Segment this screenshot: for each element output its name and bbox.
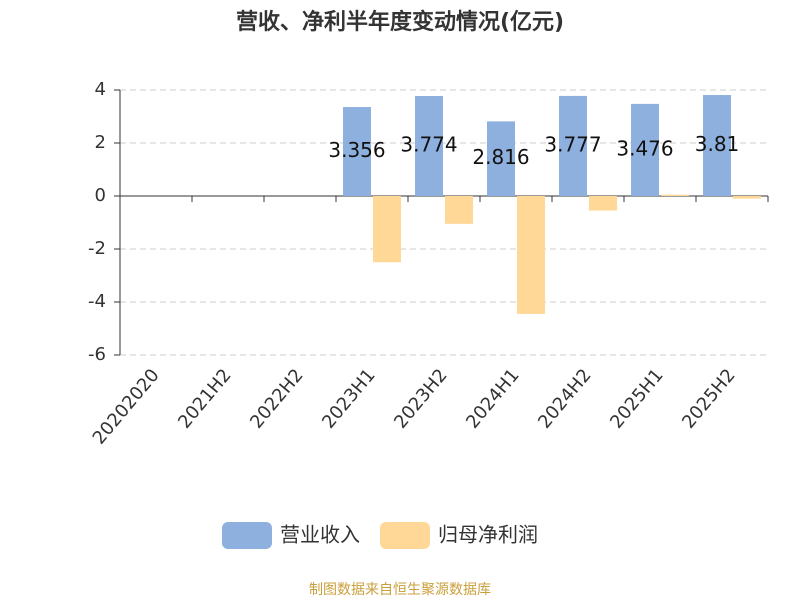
x-tick-label: 2025H2 [678, 365, 740, 433]
x-tick-label: 2024H1 [462, 365, 524, 433]
bar [661, 194, 689, 196]
x-tick-label: 2025H1 [606, 365, 668, 433]
legend-swatch [380, 522, 430, 549]
value-label: 3.774 [400, 132, 457, 156]
y-tick-label: -4 [88, 291, 106, 312]
source-note: 制图数据来自恒生聚源数据库 [309, 582, 491, 598]
bar [445, 196, 473, 224]
bar [343, 107, 371, 196]
x-tick-label: 2024H2 [534, 365, 596, 433]
bar [487, 121, 515, 196]
bar [517, 196, 545, 314]
bar [415, 95, 443, 196]
x-tick-label: 2021H2 [174, 365, 236, 433]
bar [703, 95, 731, 196]
legend-swatch [222, 522, 272, 549]
y-tick-label: 0 [95, 185, 106, 206]
legend-label: 归母净利润 [438, 523, 538, 547]
bar [589, 196, 617, 211]
bar [733, 196, 761, 199]
chart-title: 营收、净利半年度变动情况(亿元) [236, 9, 564, 35]
bar [373, 196, 401, 263]
y-tick-label: -6 [88, 344, 106, 365]
bar [631, 103, 659, 196]
bar [559, 95, 587, 196]
value-label: 3.356 [328, 138, 385, 162]
value-label: 3.81 [695, 132, 740, 156]
x-tick-label: 2023H1 [318, 365, 380, 433]
x-tick-label: 2022H2 [246, 365, 308, 433]
value-label: 2.816 [472, 145, 529, 169]
y-tick-label: 2 [95, 132, 106, 153]
y-tick-label: 4 [95, 79, 106, 100]
x-tick-label: 2023H2 [390, 365, 452, 433]
x-tick-label: 20202020 [89, 365, 164, 449]
value-label: 3.777 [544, 132, 601, 156]
legend-label: 营业收入 [280, 523, 360, 547]
value-label: 3.476 [616, 136, 673, 160]
y-tick-label: -2 [88, 238, 106, 259]
